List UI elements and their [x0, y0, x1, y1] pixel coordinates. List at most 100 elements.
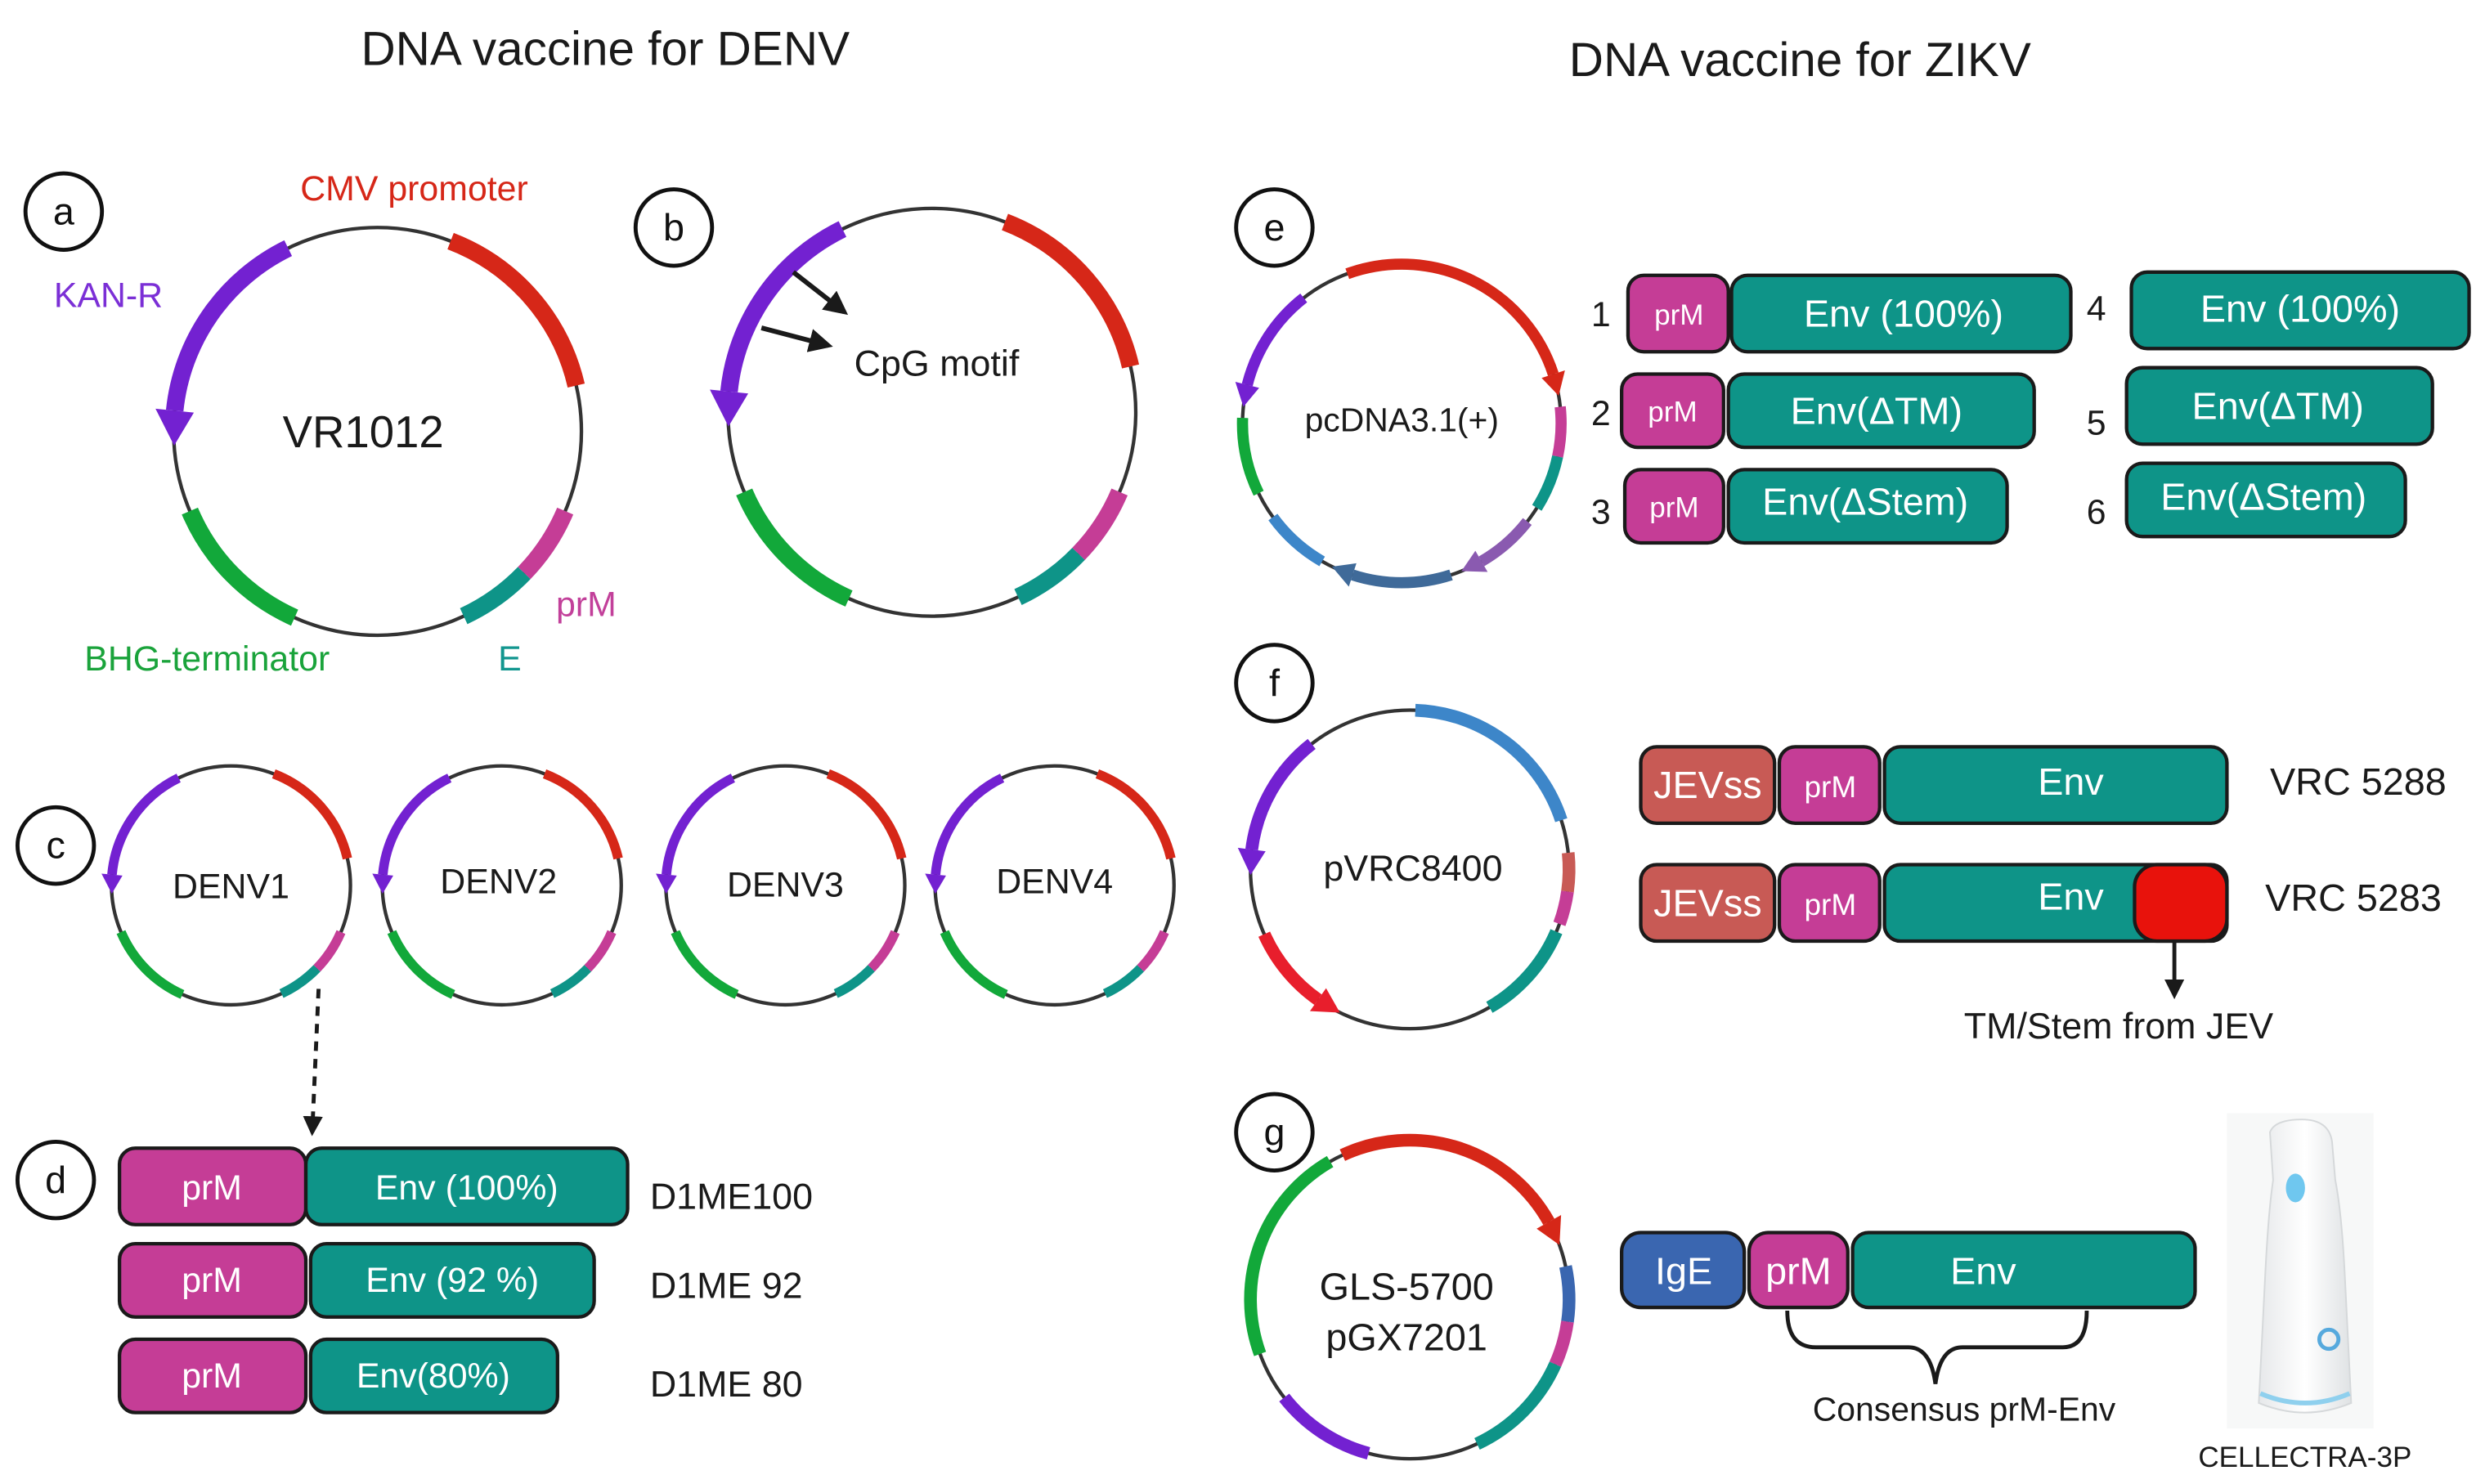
cmv-promoter-segment [542, 769, 623, 860]
blue-segment [1559, 1265, 1576, 1323]
teal-segment [1532, 455, 1563, 511]
panel-label-circle [1234, 187, 1315, 268]
plasmid-name-denv1: DENV1 [173, 867, 289, 906]
e-segment [279, 965, 321, 998]
segment-env: Env (100%) [375, 1168, 558, 1208]
panel-label-text: e [1263, 206, 1285, 249]
plasmid-name-denv2: DENV2 [440, 863, 557, 902]
purple-segment [1245, 738, 1316, 851]
panel-label-circle [1234, 1092, 1315, 1172]
segment-env: Env (100%) [2200, 288, 2400, 330]
tm-stem-segment [2133, 863, 2229, 944]
segment-prm: prM [1804, 769, 1856, 804]
e-segment [1102, 965, 1144, 998]
construct-name: VRC 5283 [2265, 877, 2442, 919]
construct-e6: 6 Env(ΔStem) [2087, 461, 2407, 539]
kan-r-arrowhead [155, 408, 195, 446]
green-segment [1236, 417, 1264, 496]
plasmid-name-pvrc8400: pVRC8400 [1323, 848, 1502, 889]
bhg-terminator-segment [940, 930, 1008, 999]
magenta-segment [1552, 406, 1567, 458]
panel-label-text: g [1263, 1110, 1285, 1153]
cmv-promoter-segment [271, 769, 352, 860]
label-cmv-promoter: CMV promoter [300, 169, 528, 208]
plasmid-name-denv3: DENV3 [727, 865, 844, 904]
e-segment [833, 965, 875, 998]
construct-consensus: IgE prM Env [1619, 1231, 2197, 1310]
cmv-promoter-segment [1002, 213, 1140, 369]
segment-prm: prM [1649, 492, 1698, 524]
construct-number: 5 [2087, 404, 2106, 443]
construct-number: 4 [2087, 289, 2106, 328]
panel-label-text: a [53, 190, 74, 232]
panel-label-text: b [663, 206, 684, 249]
kan-r-segment [931, 773, 1005, 876]
label-cpg-motif: CpG motif [854, 343, 1020, 383]
kan-r-segment [662, 773, 735, 876]
plasmid-pcdna31 [1235, 258, 1567, 589]
panel-label-g: g [1234, 1092, 1315, 1172]
plasmid-pvrc8400 [1237, 703, 1576, 1031]
cellectra-device-image [2227, 1113, 2374, 1429]
kan-r-segment [165, 240, 293, 412]
construct-d1me100: prM Env (100%) D1ME100 [117, 1146, 813, 1226]
plasmid-name-vr1012: VR1012 [283, 407, 444, 457]
segment-env: Env(ΔStem) [2160, 475, 2366, 518]
prm-segment [1072, 488, 1128, 560]
segment-ige: IgE [1655, 1249, 1712, 1292]
prm-segment [868, 930, 900, 972]
segment-env: Env(ΔStem) [1762, 480, 1968, 522]
cmv-promoter-segment [447, 232, 585, 388]
panel-label-c: c [15, 805, 96, 886]
segment-env: Env [1950, 1249, 2016, 1292]
plasmid-denv2 [372, 764, 623, 1007]
segment-prm: prM [1804, 887, 1856, 921]
plasmid-vr1012 [155, 226, 585, 638]
kan-r-arrowhead [372, 873, 393, 894]
panel-label-circle [1234, 643, 1315, 724]
lavender-segment [1478, 518, 1532, 567]
prm-segment [584, 930, 617, 972]
prm-segment [313, 930, 346, 972]
panel-label-circle [633, 187, 715, 268]
segment-jevss: JEVss [1653, 881, 1762, 924]
lavender-arrowhead [1461, 550, 1488, 572]
construct-number: 6 [2087, 493, 2106, 532]
panel-label-e: e [1234, 187, 1315, 268]
panel-label-a: a [23, 171, 105, 252]
construct-vrc5283: JEVss prM Env VRC 5283 [1639, 863, 2442, 944]
label-kan-r: KAN-R [54, 276, 163, 316]
bhg-terminator-segment [671, 930, 739, 999]
teal-segment [1474, 1361, 1562, 1450]
plasmid-name-denv4: DENV4 [996, 863, 1113, 902]
panel-label-b: b [633, 187, 715, 268]
magenta-segment [1553, 890, 1574, 926]
cmv-promoter-segment [826, 769, 907, 860]
label-prm: prM [556, 585, 617, 625]
purple-arrowhead [1235, 382, 1259, 407]
panel-label-d: d [15, 1140, 96, 1221]
kan-r-arrowhead [656, 873, 677, 894]
purple-segment [1241, 294, 1308, 387]
teal-segment [1486, 929, 1563, 1013]
segment-env: Env [2038, 760, 2104, 803]
construct-name: D1ME100 [650, 1176, 813, 1217]
construct-number: 3 [1591, 493, 1611, 532]
construct-e1: 1 prM Env (100%) [1591, 273, 2073, 354]
label-consensus-prm-env: Consensus prM-Env [1813, 1390, 2116, 1428]
segment-prm: prM [1654, 299, 1703, 331]
panel-label-circle [15, 805, 96, 886]
construct-e5: 5 Env(ΔTM) [2087, 365, 2434, 446]
construct-e4: 4 Env (100%) [2087, 270, 2471, 351]
e-segment [1014, 547, 1085, 605]
plasmid-gls5700 [1244, 1133, 1576, 1461]
title-zikv: DNA vaccine for ZIKV [1569, 34, 2031, 87]
segment-prm: prM [182, 1168, 242, 1208]
kan-r-segment [378, 773, 452, 876]
brace [1785, 1310, 2089, 1384]
construct-name: D1ME 92 [650, 1265, 803, 1306]
construct-name: D1ME 80 [650, 1364, 803, 1405]
construct-d1me80: prM Env(80%) D1ME 80 [117, 1337, 803, 1415]
cpg-arrow-1 [792, 270, 849, 316]
